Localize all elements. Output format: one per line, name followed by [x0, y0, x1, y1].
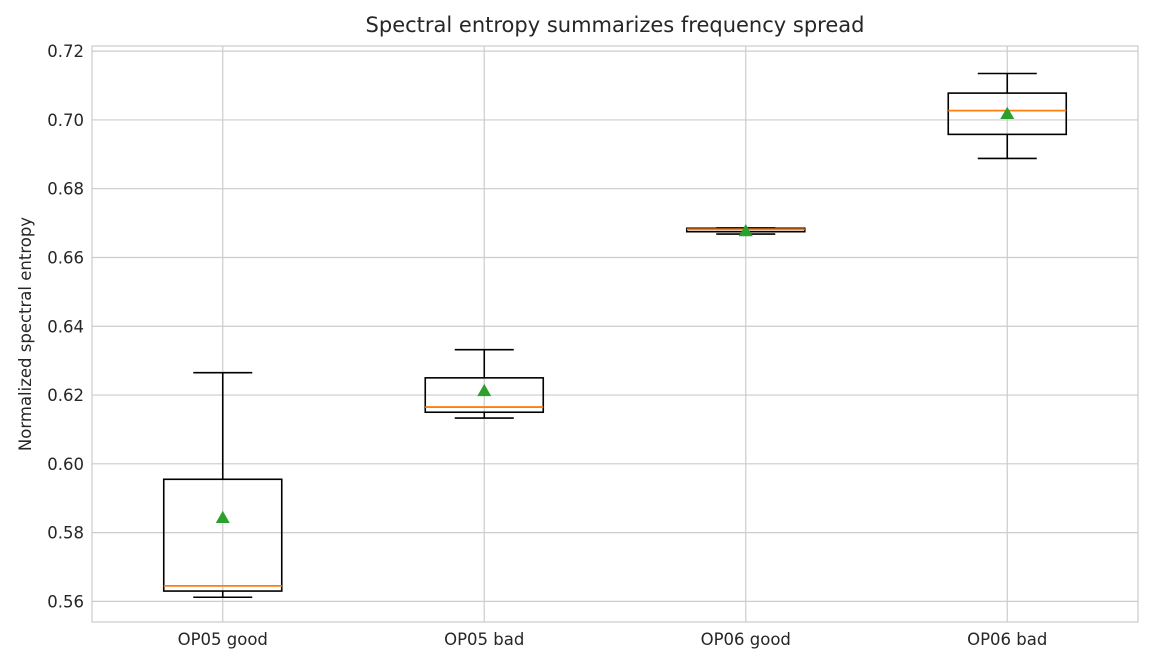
box [162, 478, 283, 592]
mean-marker [738, 224, 753, 237]
plot-frame [91, 45, 1139, 623]
mean-marker [477, 383, 492, 397]
x-tick-label: OP06 good [701, 630, 791, 649]
y-tick-label: 0.64 [47, 317, 84, 336]
box-group [424, 348, 545, 419]
mean-marker [215, 510, 230, 524]
y-tick-labels: 0.56 0.58 0.60 0.62 0.64 0.66 0.68 0.70 0.72 [47, 42, 84, 611]
box [947, 92, 1068, 136]
x-tick-label: OP05 bad [444, 630, 524, 649]
chart-title: Spectral entropy summarizes frequency sp… [366, 13, 865, 37]
box [424, 377, 545, 414]
y-axis-label: Normalized spectral entropy [16, 217, 35, 451]
x-tick-label: OP05 good [178, 630, 268, 649]
box-group [947, 72, 1068, 160]
y-tick-label: 0.56 [47, 592, 84, 611]
y-tick-label: 0.68 [47, 180, 84, 199]
mean-marker [1000, 106, 1015, 119]
grid [92, 46, 1138, 622]
y-tick-label: 0.58 [47, 524, 84, 543]
y-tick-label: 0.66 [47, 248, 84, 267]
x-tick-labels: OP05 good OP05 bad OP06 good OP06 bad [178, 630, 1048, 649]
y-tick-label: 0.62 [47, 386, 84, 405]
box-group [162, 371, 283, 599]
y-tick-label: 0.60 [47, 455, 84, 474]
y-tick-label: 0.70 [47, 111, 84, 130]
x-tick-label: OP06 bad [967, 630, 1047, 649]
y-tick-label: 0.72 [47, 42, 84, 61]
box-group [685, 224, 806, 237]
box-plots [162, 72, 1068, 599]
